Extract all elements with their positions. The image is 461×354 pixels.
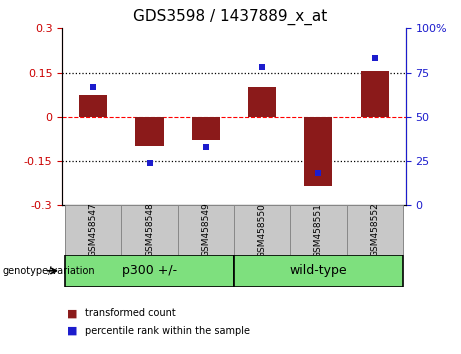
Text: GSM458550: GSM458550 — [258, 202, 266, 258]
Bar — [347, 205, 403, 255]
Bar — [192, 117, 220, 141]
Text: ■: ■ — [67, 326, 77, 336]
Text: ■: ■ — [67, 308, 77, 318]
Bar — [234, 255, 403, 287]
Text: GSM458552: GSM458552 — [370, 203, 379, 257]
Bar — [248, 87, 276, 117]
Text: percentile rank within the sample: percentile rank within the sample — [85, 326, 250, 336]
Bar — [79, 95, 107, 117]
Text: GDS3598 / 1437889_x_at: GDS3598 / 1437889_x_at — [133, 9, 328, 25]
Text: GSM458547: GSM458547 — [89, 203, 98, 257]
Bar — [121, 205, 177, 255]
Text: transformed count: transformed count — [85, 308, 176, 318]
Bar — [290, 205, 347, 255]
Bar — [177, 205, 234, 255]
Bar — [304, 117, 332, 186]
Bar — [234, 205, 290, 255]
Text: GSM458551: GSM458551 — [314, 202, 323, 258]
Text: GSM458549: GSM458549 — [201, 203, 210, 257]
Bar — [65, 205, 121, 255]
Bar — [136, 117, 164, 146]
Text: wild-type: wild-type — [290, 264, 347, 277]
Text: GSM458548: GSM458548 — [145, 203, 154, 257]
Text: p300 +/-: p300 +/- — [122, 264, 177, 277]
Bar — [361, 71, 389, 117]
Bar — [65, 255, 234, 287]
Text: genotype/variation: genotype/variation — [2, 266, 95, 276]
